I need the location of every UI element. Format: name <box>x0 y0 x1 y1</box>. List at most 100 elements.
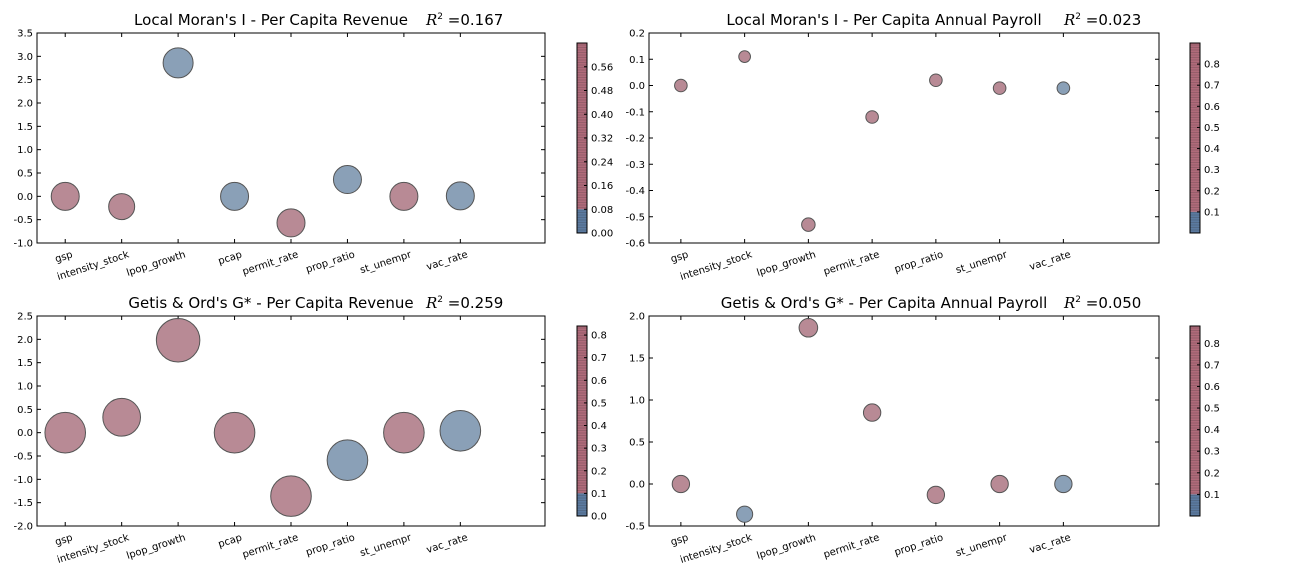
y-tick-label: -1.5 <box>13 498 33 509</box>
x-tick-label: permit_rate <box>241 249 300 277</box>
y-tick-label: 0.0 <box>629 480 645 491</box>
y-tick-label: 1.0 <box>17 382 33 393</box>
r2-label: R2 =0.050 <box>1063 294 1141 312</box>
y-tick-label: -0.5 <box>625 212 645 223</box>
data-point-intensity_stock <box>108 193 136 221</box>
x-tick-label: vac_rate <box>1028 249 1072 273</box>
y-tick-label: -0.5 <box>625 522 645 533</box>
axes-frame <box>648 32 1160 244</box>
colorbar-tick-label: 0.3 <box>591 444 607 455</box>
x-tick-label: vac_rate <box>425 249 469 273</box>
data-point-gsp <box>50 181 80 211</box>
subplot-3: Getis & Ord's G* - Per Capita Revenue R2 … <box>13 294 606 566</box>
data-point-gsp <box>671 474 691 494</box>
r2-label: R2 =0.259 <box>425 294 503 312</box>
y-tick-label: -0.5 <box>13 452 33 463</box>
colorbar-tick-label: 0.8 <box>1204 339 1220 350</box>
x-tick-label: permit_rate <box>241 532 300 560</box>
x-tick-label: gsp <box>54 249 74 265</box>
data-point-intensity_stock <box>738 50 751 63</box>
y-tick-label: 1.0 <box>629 396 645 407</box>
colorbar-tick-label: 0.1 <box>1204 207 1220 218</box>
x-tick-label: vac_rate <box>425 532 469 556</box>
data-point-lpop_growth <box>155 318 201 363</box>
axes-frame <box>648 315 1160 527</box>
colorbar-tick-label: 0.48 <box>591 86 613 97</box>
colorbar-tick-label: 0.1 <box>591 489 607 500</box>
x-tick-label: gsp <box>54 532 74 548</box>
data-point-pcap <box>220 181 250 211</box>
colorbar-red-segment <box>577 43 587 210</box>
x-tick-label: lpop_growth <box>125 532 187 561</box>
data-point-permit_rate <box>276 208 306 238</box>
colorbar-red-segment <box>1190 326 1200 495</box>
data-point-vac_rate <box>439 410 482 452</box>
y-tick-label: 0.0 <box>17 428 33 439</box>
y-tick-label: 2.5 <box>17 75 33 86</box>
y-tick-label: 1.5 <box>17 358 33 369</box>
x-tick-label: lpop_growth <box>756 249 818 278</box>
y-tick-label: 2.0 <box>17 99 33 110</box>
colorbar-tick-label: 0.4 <box>591 421 607 432</box>
x-tick-label: pcap <box>217 249 244 267</box>
colorbar-tick-label: 0.8 <box>591 331 607 342</box>
colorbar-red-segment <box>577 326 587 494</box>
data-point-vac_rate <box>1054 474 1073 494</box>
x-tick-label: intensity_stock <box>679 532 754 566</box>
y-tick-label: -1.0 <box>13 239 33 250</box>
x-tick-label: lpop_growth <box>756 532 818 561</box>
x-tick-label: intensity_stock <box>679 249 754 283</box>
data-point-prop_ratio <box>332 165 362 195</box>
data-point-prop_ratio <box>326 439 369 482</box>
y-tick-label: -2.0 <box>13 522 33 533</box>
y-tick-label: -0.3 <box>625 160 645 171</box>
subplot-4: Getis & Ord's G* - Per Capita Annual Pay… <box>625 294 1219 566</box>
colorbar-tick-label: 0.4 <box>1204 425 1220 436</box>
colorbar-blue-segment <box>577 493 587 516</box>
x-tick-label: gsp <box>669 249 689 265</box>
x-tick-label: st_unempr <box>955 249 1010 276</box>
colorbar-tick-label: 0.32 <box>591 134 613 145</box>
chart-title: Getis & Ord's G* - Per Capita Revenue <box>128 294 413 312</box>
x-tick-label: prop_ratio <box>305 249 357 275</box>
data-point-st_unempr <box>992 81 1007 95</box>
subplot-1: Local Moran's I - Per Capita Revenue R2 =… <box>13 11 613 283</box>
x-tick-label: gsp <box>669 532 689 548</box>
x-tick-label: prop_ratio <box>893 249 945 275</box>
y-tick-label: 2.0 <box>629 312 645 323</box>
data-point-permit_rate <box>270 475 312 517</box>
y-tick-label: 2.0 <box>17 335 33 346</box>
colorbar-tick-label: 0.00 <box>591 229 613 240</box>
colorbar-frame <box>1189 325 1201 517</box>
colorbar-tick-label: 0.0 <box>591 512 607 523</box>
colorbar-tick-label: 0.40 <box>591 110 613 121</box>
data-point-pcap <box>213 411 256 454</box>
colorbar-frame <box>576 325 588 517</box>
y-tick-label: 0.1 <box>629 55 645 66</box>
data-point-gsp <box>44 411 87 454</box>
colorbar-tick-label: 0.08 <box>591 205 613 216</box>
x-tick-label: prop_ratio <box>893 532 945 558</box>
data-point-intensity_stock <box>102 397 142 437</box>
colorbar-tick-label: 0.7 <box>1204 81 1220 92</box>
colorbar-tick-label: 0.5 <box>591 398 607 409</box>
colorbar-blue-segment <box>577 209 587 233</box>
y-tick-label: 1.0 <box>17 145 33 156</box>
y-tick-label: 0.5 <box>17 169 33 180</box>
colorbar-tick-label: 0.1 <box>1204 490 1220 501</box>
y-tick-label: -0.2 <box>625 134 645 145</box>
y-tick-label: -0.4 <box>625 186 645 197</box>
colorbar-tick-label: 0.56 <box>591 62 613 73</box>
y-tick-label: 2.5 <box>17 312 33 323</box>
x-tick-label: prop_ratio <box>305 532 357 558</box>
y-tick-label: 1.5 <box>629 354 645 365</box>
colorbar-tick-label: 0.6 <box>591 376 607 387</box>
x-tick-label: permit_rate <box>822 532 881 560</box>
x-tick-label: permit_rate <box>822 249 881 277</box>
x-tick-label: pcap <box>217 532 244 550</box>
x-tick-label: lpop_growth <box>125 249 187 278</box>
x-tick-label: st_unempr <box>359 532 414 559</box>
y-tick-label: -0.5 <box>13 215 33 226</box>
x-tick-label: st_unempr <box>359 249 414 276</box>
